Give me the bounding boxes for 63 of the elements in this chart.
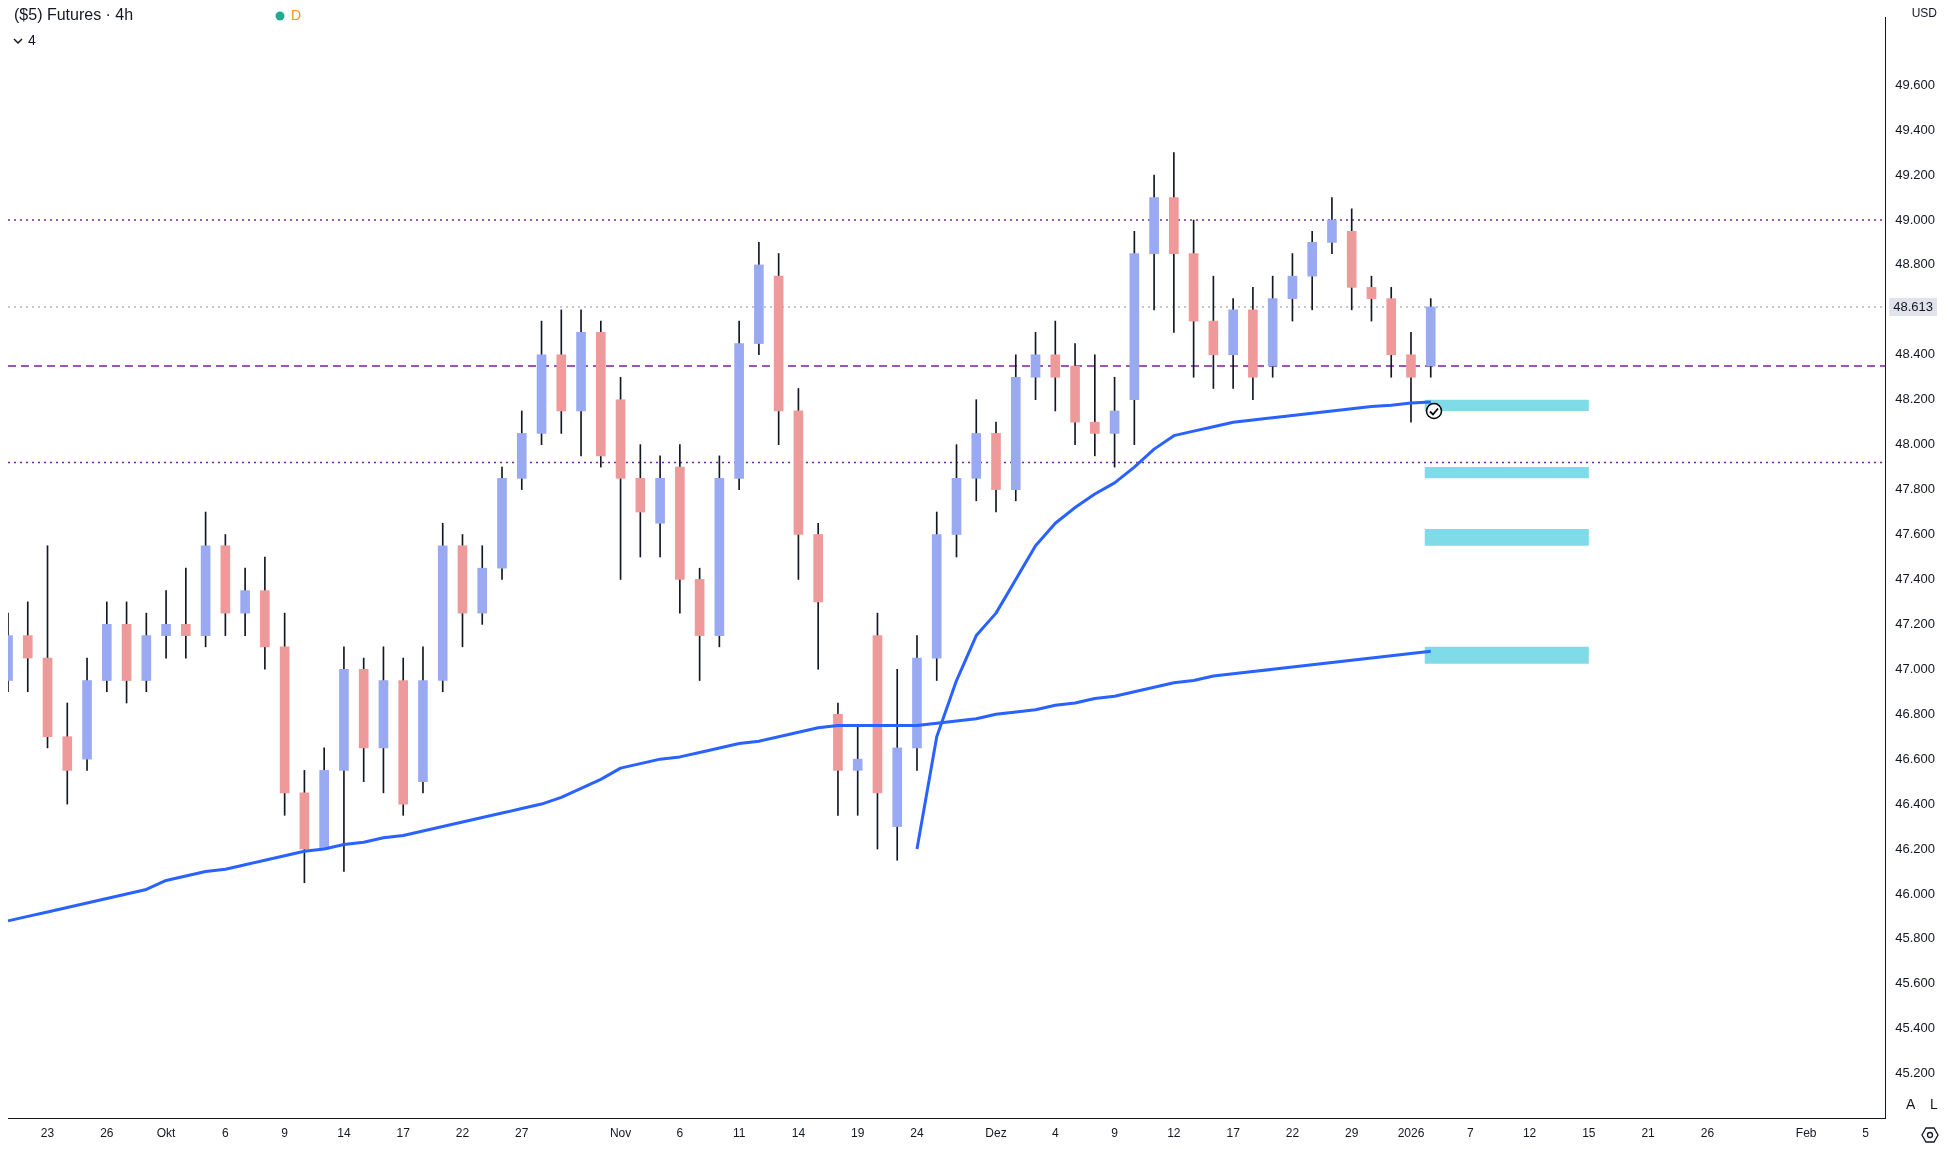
annotation: D xyxy=(291,7,302,23)
y-tick-label: 48.200 xyxy=(1895,391,1935,407)
chart-title: ($5) Futures · 4h xyxy=(14,6,134,24)
candlestick xyxy=(852,725,863,816)
x-tick-label: Nov xyxy=(609,1126,632,1141)
x-tick-label: 24 xyxy=(910,1126,924,1141)
x-tick-label: 27 xyxy=(515,1126,529,1141)
x-tick-label: 21 xyxy=(1641,1126,1656,1141)
x-tick-label: 11 xyxy=(732,1126,746,1141)
x-tick-label: 17 xyxy=(1226,1126,1241,1141)
text: A xyxy=(1906,1096,1916,1112)
x-tick-label: 7 xyxy=(1466,1126,1474,1141)
y-tick-label: 45.600 xyxy=(1895,975,1935,991)
x-tick-label: 15 xyxy=(1582,1126,1596,1141)
x-tick-label: 26 xyxy=(1700,1126,1715,1141)
x-tick-label: Feb xyxy=(1795,1126,1817,1141)
x-tick-label: 14 xyxy=(791,1126,806,1141)
y-tick-label: 46.200 xyxy=(1895,840,1935,856)
x-tick-label: 23 xyxy=(40,1126,55,1141)
candlestick xyxy=(181,567,191,659)
x-tick-label: 22 xyxy=(455,1126,470,1141)
x-tick-label: Okt xyxy=(156,1126,177,1141)
y-tick-label: 47.800 xyxy=(1895,481,1935,497)
x-tick-label: 26 xyxy=(100,1126,114,1141)
x-tick-label: 9 xyxy=(1111,1126,1119,1141)
x-tick-label: 29 xyxy=(1345,1126,1359,1141)
y-tick-label: 47.600 xyxy=(1895,526,1935,542)
y-tick-label: 47.400 xyxy=(1895,571,1935,587)
x-tick-label: 5 xyxy=(1862,1126,1870,1141)
y-tick-label: 46.000 xyxy=(1895,885,1935,901)
text: L xyxy=(1930,1096,1938,1112)
x-tick-label: 17 xyxy=(396,1126,411,1141)
x-tick-label: 19 xyxy=(851,1126,865,1141)
y-tick-label: 46.600 xyxy=(1895,750,1935,766)
x-tick-label: 6 xyxy=(676,1126,684,1141)
y-tick-label: 48.000 xyxy=(1895,436,1935,452)
x-tick-label: 12 xyxy=(1522,1126,1537,1141)
x-tick-label: 2026 xyxy=(1397,1126,1425,1141)
y-tick-label: 48.800 xyxy=(1895,256,1935,272)
x-tick-label: 14 xyxy=(337,1126,351,1141)
y-tick-label: 49.600 xyxy=(1895,76,1935,92)
y-tick-label: 49.000 xyxy=(1895,211,1935,227)
y-tick-label: 49.400 xyxy=(1895,121,1935,137)
x-tick-label: 22 xyxy=(1285,1126,1300,1141)
y-tick-label: 48.400 xyxy=(1895,346,1935,362)
annotation: 4 xyxy=(28,32,36,48)
y-tick-label: 47.000 xyxy=(1895,660,1935,676)
x-tick-label: 4 xyxy=(1051,1126,1059,1141)
y-tick-label: 46.400 xyxy=(1895,795,1935,811)
candlestick xyxy=(161,590,171,659)
y-tick-label: 45.200 xyxy=(1895,1065,1935,1081)
ref-line-label: 48.613 xyxy=(1893,298,1933,314)
y-tick-label: 45.400 xyxy=(1895,1020,1935,1036)
y-tick-label: 45.800 xyxy=(1895,930,1935,946)
x-tick-label: 9 xyxy=(281,1126,289,1141)
x-tick-label: Dez xyxy=(985,1126,1007,1141)
candlestick xyxy=(1089,354,1100,457)
y-tick-label: 49.200 xyxy=(1895,166,1935,182)
y-tick-label: 47.200 xyxy=(1895,615,1935,631)
x-tick-label: 12 xyxy=(1167,1126,1181,1141)
y-tick-label: 46.800 xyxy=(1895,705,1935,721)
x-tick-label: 6 xyxy=(222,1126,230,1141)
y-axis-title: USD xyxy=(1911,6,1937,20)
